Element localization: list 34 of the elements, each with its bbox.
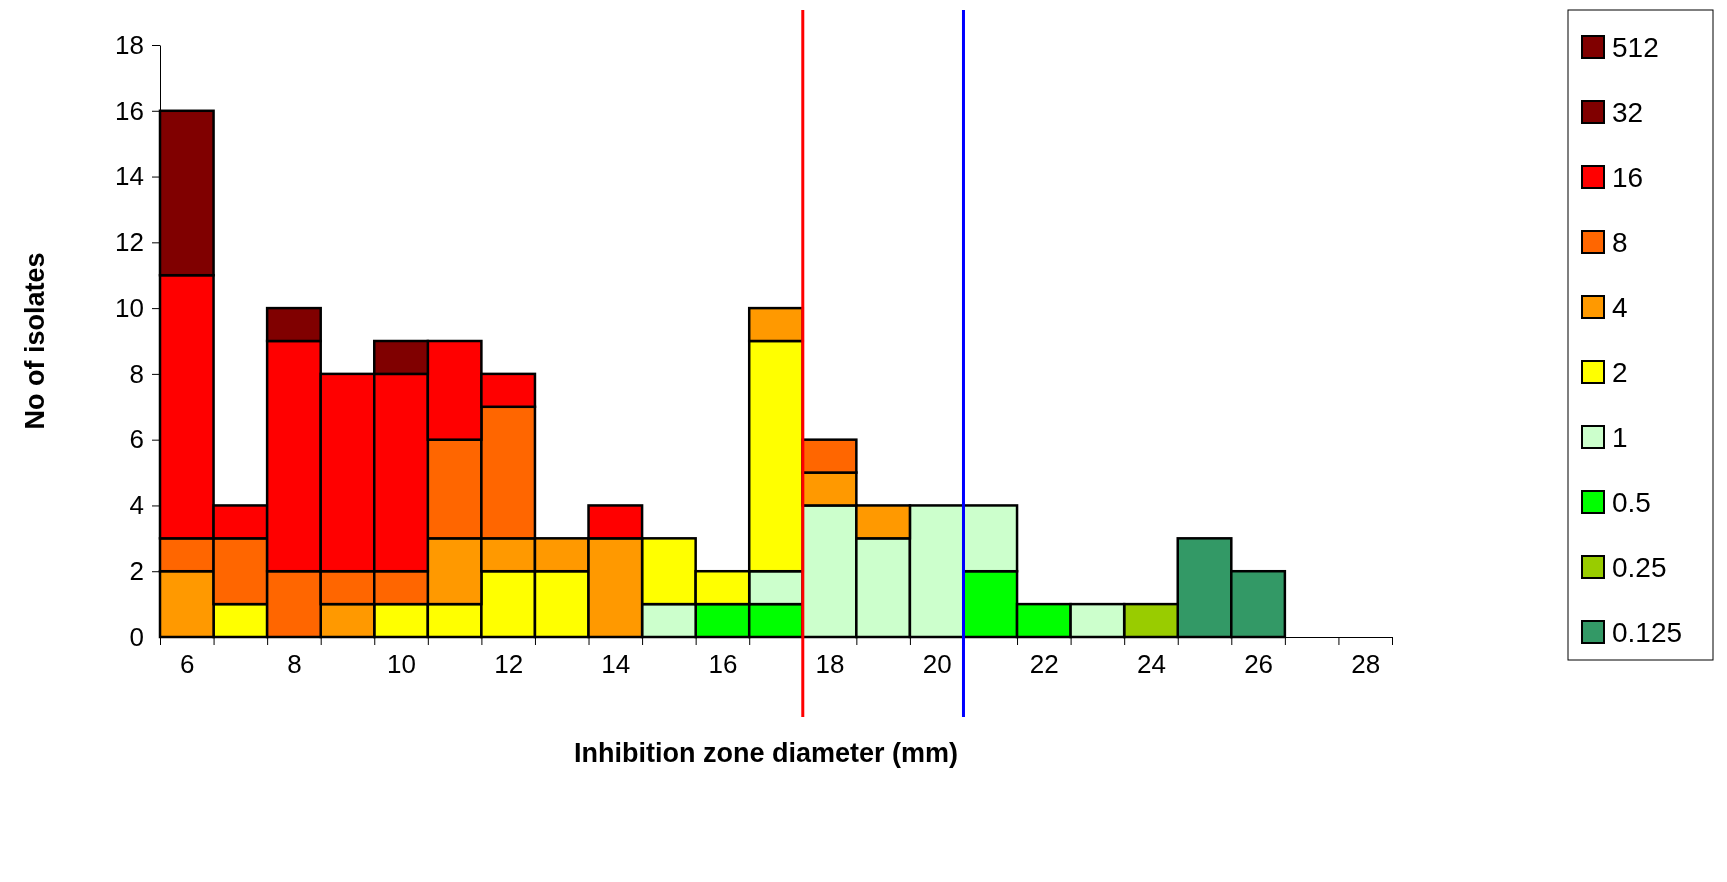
x-tick-label: 20 [922, 649, 952, 680]
x-tick-label: 22 [1029, 649, 1059, 680]
y-tick-label: 0 [129, 621, 144, 652]
y-tick-label: 16 [115, 95, 144, 126]
legend-label: 0.25 [1612, 552, 1667, 584]
legend-label: 1 [1612, 422, 1628, 454]
y-tick-label: 2 [129, 556, 144, 587]
y-tick-label: 10 [115, 292, 144, 323]
legend-label: 16 [1612, 162, 1644, 194]
x-axis-title: Inhibition zone diameter (mm) [573, 738, 959, 768]
x-tick-label: 14 [601, 649, 631, 680]
legend-label: 2 [1612, 357, 1628, 389]
y-tick-label: 12 [115, 227, 144, 258]
x-tick-label: 28 [1351, 649, 1381, 680]
x-tick-label: 12 [494, 649, 524, 680]
x-tick-label: 24 [1137, 649, 1166, 680]
x-tick-label: 16 [708, 649, 738, 680]
y-tick-label: 18 [115, 29, 144, 60]
legend-label: 0.125 [1612, 617, 1683, 649]
legend-label: 512 [1612, 32, 1659, 64]
legend-label: 0.5 [1612, 487, 1651, 519]
y-tick-label: 4 [129, 490, 144, 521]
x-tick-label: 18 [815, 649, 845, 680]
x-tick-label: 8 [287, 649, 302, 680]
legend-label: 32 [1612, 97, 1644, 129]
x-tick-label: 10 [387, 649, 416, 680]
y-tick-label: 14 [115, 161, 144, 192]
legend-label: 4 [1612, 292, 1628, 324]
legend-label: 8 [1612, 227, 1628, 259]
y-axis-title: No of isolates [20, 252, 50, 430]
y-tick-label: 6 [129, 424, 144, 455]
x-tick-label: 6 [180, 649, 195, 680]
x-tick-label: 26 [1244, 649, 1274, 680]
y-tick-label: 8 [129, 358, 144, 389]
